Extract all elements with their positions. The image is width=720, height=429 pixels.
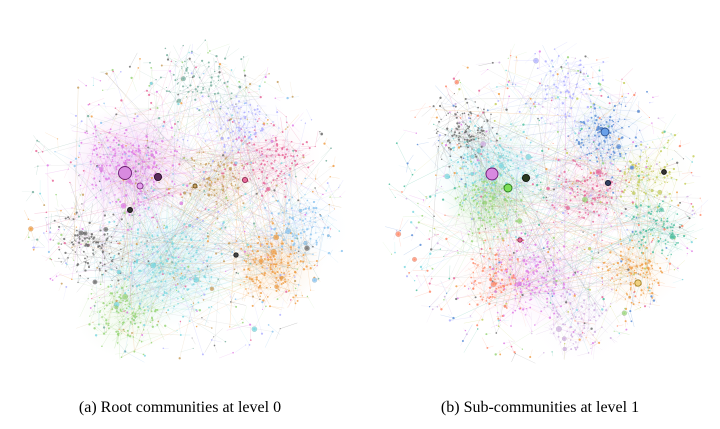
- caption-b: (b) Sub-communities at level 1: [440, 399, 640, 416]
- hub-node: [241, 176, 249, 184]
- panel-a: (a) Root communities at level 0: [21, 39, 348, 416]
- hub-nodes: [485, 127, 667, 287]
- network-graph-sub-communities: [382, 41, 709, 364]
- hub-node: [136, 182, 144, 190]
- hub-node: [521, 173, 531, 183]
- hub-node: [118, 166, 132, 180]
- graph-nodes: [27, 39, 344, 360]
- hub-node: [503, 183, 513, 193]
- network-graph-root-communities: [21, 39, 348, 363]
- hub-node: [604, 179, 612, 187]
- hub-node: [661, 169, 667, 175]
- hub-node: [192, 183, 198, 189]
- hub-node: [127, 207, 133, 213]
- hub-node: [233, 252, 239, 258]
- hub-node: [634, 279, 642, 287]
- hub-nodes: [118, 166, 249, 258]
- graph-nodes: [388, 48, 702, 359]
- hub-node: [600, 127, 610, 137]
- graph-edges: [21, 40, 346, 363]
- hub-node: [485, 167, 499, 181]
- hub-node: [153, 172, 163, 182]
- caption-a: (a) Root communities at level 0: [78, 399, 282, 416]
- panel-b: (b) Sub-communities at level 1: [360, 0, 720, 429]
- hub-node: [517, 237, 523, 243]
